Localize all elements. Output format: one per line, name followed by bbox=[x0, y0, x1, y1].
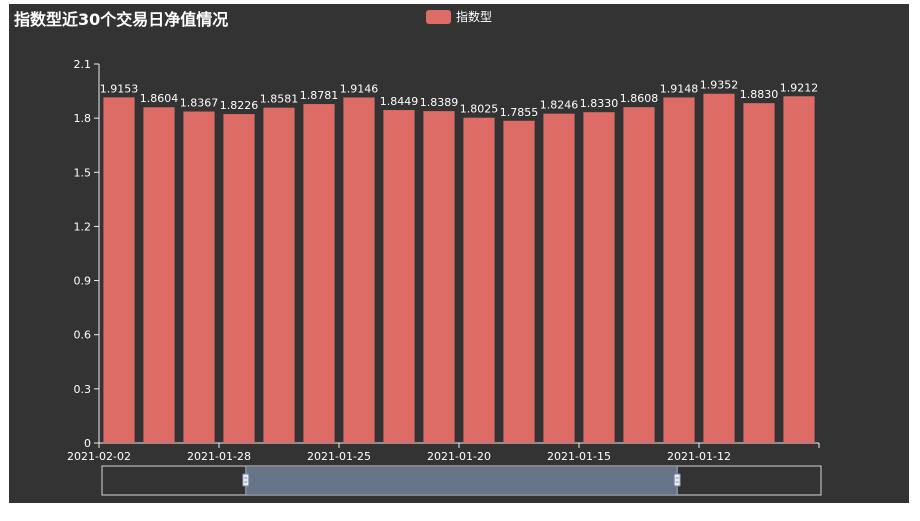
axes: 0 0.3 0.6 0.9 1.2 1.5 1.8 2.1 2021-02-02 2021-01-… bbox=[67, 58, 820, 463]
bar[interactable] bbox=[583, 112, 615, 444]
chart-title: 指数型近30个交易日净值情况 bbox=[14, 10, 229, 29]
bar-value-label: 1.7855 bbox=[500, 106, 539, 119]
bar[interactable] bbox=[743, 103, 775, 443]
bar-value-label: 1.9148 bbox=[660, 82, 699, 95]
bar-value-label: 1.9146 bbox=[340, 82, 379, 95]
bar-value-label: 1.8330 bbox=[580, 97, 619, 110]
bar-value-label: 1.9153 bbox=[100, 82, 139, 95]
bar[interactable] bbox=[423, 111, 455, 444]
y-tick-label: 1.5 bbox=[74, 166, 92, 179]
bar[interactable] bbox=[663, 97, 695, 443]
bar[interactable] bbox=[623, 107, 655, 443]
bar-value-label: 1.8246 bbox=[540, 99, 579, 112]
bar-value-label: 1.8608 bbox=[620, 92, 659, 105]
bar[interactable] bbox=[103, 97, 135, 443]
bar-value-label: 1.8367 bbox=[180, 97, 219, 110]
y-tick-label: 0.9 bbox=[74, 275, 92, 288]
bar[interactable] bbox=[183, 111, 215, 443]
bar-value-label: 1.8389 bbox=[420, 96, 459, 109]
zoom-handle[interactable] bbox=[673, 473, 681, 487]
y-tick-label: 0 bbox=[84, 437, 91, 450]
y-tick-label: 0.6 bbox=[74, 329, 92, 342]
data-zoom-slider[interactable] bbox=[101, 465, 822, 496]
x-tick-label: 2021-02-02 bbox=[67, 450, 131, 463]
y-tick-label: 2.1 bbox=[74, 58, 92, 71]
legend-label: 指数型 bbox=[456, 10, 493, 24]
bar-value-label: 1.8581 bbox=[260, 93, 299, 106]
y-tick-label: 1.8 bbox=[74, 112, 92, 125]
bar-value-label: 1.8025 bbox=[460, 103, 499, 116]
bar[interactable] bbox=[343, 97, 375, 443]
legend-swatch bbox=[426, 9, 451, 24]
bars bbox=[103, 93, 815, 444]
zoom-handle[interactable] bbox=[242, 473, 250, 487]
bar[interactable] bbox=[463, 117, 495, 444]
zoom-window[interactable] bbox=[245, 467, 678, 495]
x-tick-label: 2021-01-25 bbox=[307, 450, 371, 463]
x-tick-label: 2021-01-28 bbox=[187, 450, 251, 463]
bar[interactable] bbox=[703, 93, 735, 443]
bar[interactable] bbox=[143, 107, 175, 443]
bar[interactable] bbox=[543, 113, 575, 444]
bar-value-label: 1.8449 bbox=[380, 95, 419, 108]
x-tick-label: 2021-01-20 bbox=[427, 450, 491, 463]
bar[interactable] bbox=[303, 104, 335, 443]
bar[interactable] bbox=[263, 107, 295, 443]
bar-value-label: 1.8781 bbox=[300, 89, 339, 102]
x-tick-label: 2021-01-15 bbox=[547, 450, 611, 463]
bar-value-label: 1.8604 bbox=[140, 92, 179, 105]
bar[interactable] bbox=[383, 110, 415, 443]
x-tick-label: 2021-01-12 bbox=[667, 450, 731, 463]
legend-item[interactable]: 指数型 bbox=[426, 8, 492, 25]
bar-value-label: 1.9212 bbox=[780, 81, 819, 94]
bar[interactable] bbox=[223, 114, 255, 444]
bar-value-label: 1.8830 bbox=[740, 88, 779, 101]
bar[interactable] bbox=[503, 120, 535, 443]
y-tick-label: 0.3 bbox=[74, 383, 92, 396]
y-tick-label: 1.2 bbox=[74, 220, 92, 233]
bar-value-label: 1.9352 bbox=[700, 79, 739, 92]
bar[interactable] bbox=[783, 96, 815, 444]
bar-value-label: 1.8226 bbox=[220, 99, 259, 112]
